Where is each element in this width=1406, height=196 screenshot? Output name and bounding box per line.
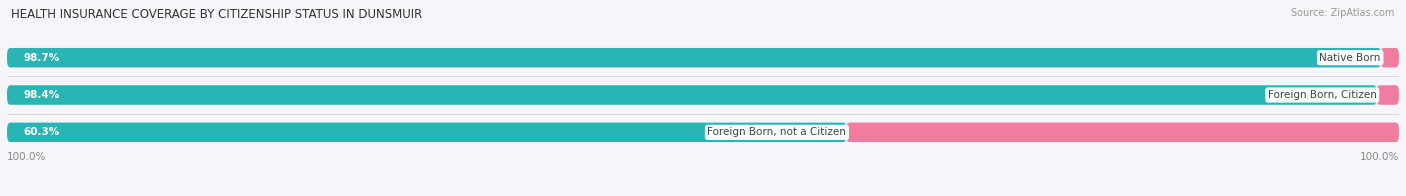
Text: Foreign Born, Citizen: Foreign Born, Citizen xyxy=(1268,90,1376,100)
FancyBboxPatch shape xyxy=(7,85,1376,105)
FancyBboxPatch shape xyxy=(1376,85,1399,105)
Text: Native Born: Native Born xyxy=(1319,53,1381,63)
Text: 60.3%: 60.3% xyxy=(24,127,60,137)
FancyBboxPatch shape xyxy=(7,48,1399,67)
FancyBboxPatch shape xyxy=(7,85,1399,105)
FancyBboxPatch shape xyxy=(1381,48,1399,67)
FancyBboxPatch shape xyxy=(846,123,1399,142)
FancyBboxPatch shape xyxy=(7,48,1381,67)
FancyBboxPatch shape xyxy=(7,123,846,142)
Text: 98.4%: 98.4% xyxy=(24,90,60,100)
Text: HEALTH INSURANCE COVERAGE BY CITIZENSHIP STATUS IN DUNSMUIR: HEALTH INSURANCE COVERAGE BY CITIZENSHIP… xyxy=(11,8,422,21)
Text: Foreign Born, not a Citizen: Foreign Born, not a Citizen xyxy=(707,127,846,137)
FancyBboxPatch shape xyxy=(7,123,1399,142)
Text: 100.0%: 100.0% xyxy=(7,152,46,162)
Text: Source: ZipAtlas.com: Source: ZipAtlas.com xyxy=(1291,8,1395,18)
Text: 98.7%: 98.7% xyxy=(24,53,60,63)
Text: 100.0%: 100.0% xyxy=(1360,152,1399,162)
